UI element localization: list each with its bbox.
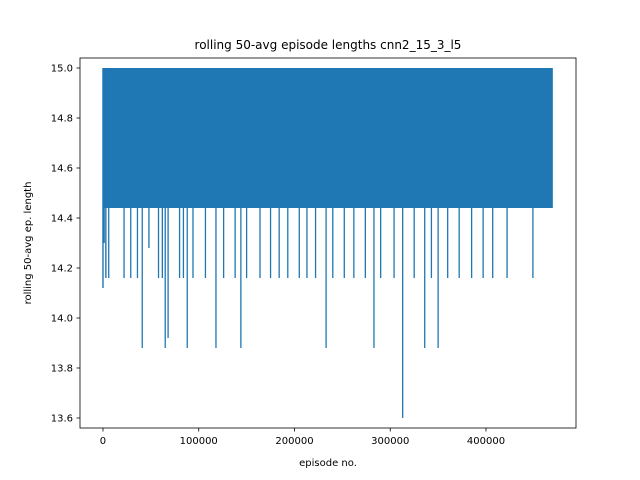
y-tick-label: 14.0 <box>51 314 73 325</box>
plot-frame <box>79 57 577 429</box>
x-axis-title: episode no. <box>299 458 357 469</box>
series-layer <box>102 68 553 418</box>
y-tick-label: 13.6 <box>51 414 73 425</box>
y-tick-label: 14.8 <box>51 114 73 125</box>
x-tick-label: 400000 <box>467 436 505 447</box>
x-tick-label: 200000 <box>275 436 313 447</box>
y-axis-title: rolling 50-avg ep. length <box>23 182 34 305</box>
x-tick-label: 300000 <box>371 436 409 447</box>
y-tick-label: 14.4 <box>51 214 73 225</box>
chart-title: rolling 50-avg episode lengths cnn2_15_3… <box>195 38 462 52</box>
y-tick-label: 15.0 <box>51 64 73 75</box>
x-tick-label: 100000 <box>180 436 218 447</box>
series-band <box>102 68 553 208</box>
y-tick-label: 13.8 <box>51 364 73 375</box>
plot-area <box>80 58 576 428</box>
x-tick-label: 0 <box>100 436 106 447</box>
y-axis: 13.6 13.8 14.0 14.2 14.4 14.6 14.8 15.0 <box>51 64 80 425</box>
x-axis: 0 100000 200000 300000 400000 <box>100 428 505 447</box>
y-tick-label: 14.2 <box>51 264 73 275</box>
y-tick-label: 14.6 <box>51 164 73 175</box>
